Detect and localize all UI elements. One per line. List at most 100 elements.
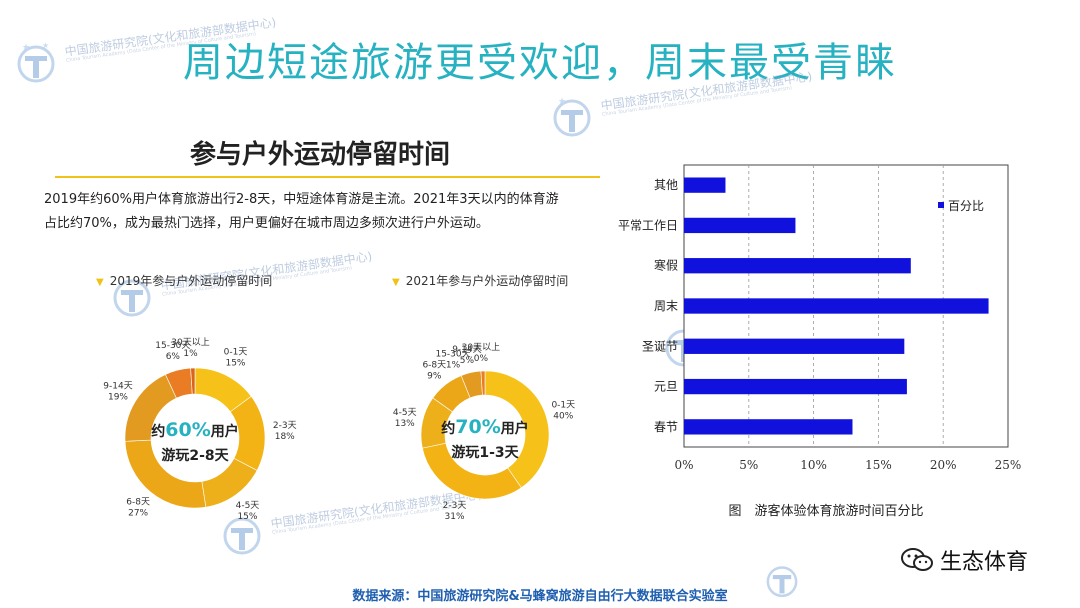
slice-category-label: 6-8天 <box>422 361 446 371</box>
slice-value-label: 13% <box>395 419 415 429</box>
bar <box>684 298 989 314</box>
slice-value-label: 19% <box>108 392 128 402</box>
watermark-logo: ★ 中国旅游研究院(文化和旅游部数据中心) China Tourism Acad… <box>548 69 813 140</box>
x-tick-label: 15% <box>865 458 892 472</box>
y-category-label: 圣诞节 <box>642 339 678 353</box>
slice-category-label: 6-8天 <box>126 498 150 508</box>
triangle-marker-icon: ▼ <box>392 277 400 288</box>
x-tick-label: 0% <box>674 458 693 472</box>
chart-caption: 图 游客体验体育旅游时间百分比 <box>728 503 923 519</box>
donut-slice <box>480 370 486 396</box>
slice-category-label: 30天以上 <box>171 337 209 348</box>
summary-line: 2019年约60%用户体育旅游出行2-8天，中短途体育游是主流。2021年3天以… <box>44 192 559 207</box>
slice-category-label: 2-3天 <box>273 421 297 431</box>
slice-value-label: 0% <box>474 354 489 364</box>
slice-value-label: 15% <box>225 359 245 369</box>
watermark-logo: 中国旅游研究院(文化和旅游部数据中心) China Tourism Academ… <box>108 249 373 320</box>
watermark-logo: ★ ★ 中国旅游研究院(文化和旅游部数据中心) China Tourism Ac… <box>12 15 277 86</box>
slice-value-label: 15% <box>237 512 257 522</box>
slice-category-label: 2-3天 <box>443 501 467 511</box>
bar <box>684 338 905 354</box>
bar <box>684 258 911 274</box>
donut-slice <box>484 370 550 489</box>
slice-value-label: 40% <box>553 412 573 422</box>
slice-category-label: 0-1天 <box>551 401 575 411</box>
page-title: 周边短途旅游更受欢迎，周末最受青睐 <box>183 40 897 86</box>
section-title: 参与户外运动停留时间 <box>189 140 450 170</box>
legend-swatch <box>938 202 944 208</box>
slice-category-label: 0-1天 <box>224 348 248 358</box>
donut-center-text: 约70%用户 <box>441 416 528 438</box>
y-category-label: 其他 <box>654 178 678 192</box>
donut-2019-title: 2019年参与户外运动停留时间 <box>109 274 273 288</box>
slice-value-label: 27% <box>128 509 148 519</box>
slice-category-label: 9-14天 <box>103 381 132 391</box>
x-tick-label: 20% <box>930 458 957 472</box>
wechat-icon <box>901 548 933 571</box>
y-category-label: 周末 <box>654 299 678 313</box>
x-tick-label: 5% <box>739 458 758 472</box>
donut-2021-title: 2021年参与户外运动停留时间 <box>405 274 569 288</box>
y-category-label: 寒假 <box>654 258 678 273</box>
title-underline <box>55 176 600 178</box>
slice-category-label: 30天以上 <box>462 342 500 353</box>
bar <box>684 419 853 435</box>
data-source-note: 数据来源：中国旅游研究院&马蜂窝旅游自由行大数据联合实验室 <box>352 589 728 604</box>
svg-text:★: ★ <box>22 43 30 53</box>
bar <box>684 378 907 395</box>
slice-value-label: 9% <box>427 372 442 382</box>
brand-name: 生态体育 <box>940 550 1029 575</box>
slice-value-label: 18% <box>275 432 295 442</box>
triangle-marker-icon: ▼ <box>96 277 104 288</box>
academy-logo-icon: ★ <box>553 97 591 137</box>
x-tick-label: 25% <box>995 458 1022 472</box>
academy-logo-icon <box>766 566 798 598</box>
summary-text: 2019年约60%用户体育旅游出行2-8天，中短途体育游是主流。2021年3天以… <box>44 188 604 236</box>
slice-value-label: 5% <box>460 356 475 366</box>
bar <box>684 177 726 193</box>
academy-logo-icon <box>113 279 151 317</box>
slice-value-label: 31% <box>445 512 465 522</box>
slice-category-label: 9-14天 <box>452 345 481 355</box>
donut-2019-caption: ▼ 2019年参与户外运动停留时间 <box>96 272 272 289</box>
svg-text:★: ★ <box>558 97 566 107</box>
donut-center-text: 约60%用户 <box>151 419 238 441</box>
watermark-logo: 中国旅游研究院(文化和旅游部数据中心) China Tourism Academ… <box>218 487 483 558</box>
svg-text:★: ★ <box>42 41 49 50</box>
donut-slice-label: 6-8天9% <box>422 361 446 382</box>
slice-value-label: 1% <box>183 349 198 359</box>
donut-chart-2019: 0-1天15%2-3天18%4-5天15%6-8天27%9-14天19%15-3… <box>103 337 297 522</box>
slice-value-label: 6% <box>166 352 181 362</box>
slice-value-label: 1% <box>446 360 461 370</box>
donut-2021-caption: ▼ 2021年参与户外运动停留时间 <box>392 272 568 289</box>
legend: 百分比 <box>938 199 984 213</box>
x-tick-label: 10% <box>800 458 827 472</box>
y-category-label: 平常工作日 <box>618 218 678 232</box>
slice-category-label: 4-5天 <box>393 408 417 418</box>
academy-logo-icon <box>223 517 261 555</box>
academy-logo-icon: ★ ★ <box>17 41 55 83</box>
slice-category-label: 4-5天 <box>236 501 260 511</box>
watermark-logo <box>762 560 802 600</box>
slice-category-label: 15-30天 <box>435 349 470 359</box>
summary-line: 占比约70%，成为最热门选择，用户更偏好在城市周边多频次进行户外运动。 <box>44 216 489 231</box>
y-category-label: 春节 <box>654 420 678 434</box>
legend-label: 百分比 <box>948 199 984 213</box>
y-category-label: 元旦 <box>654 380 678 394</box>
donut-center-subtext: 游玩1-3天 <box>451 444 519 461</box>
donut-center-subtext: 游玩2-8天 <box>161 447 229 464</box>
bar <box>684 217 796 234</box>
